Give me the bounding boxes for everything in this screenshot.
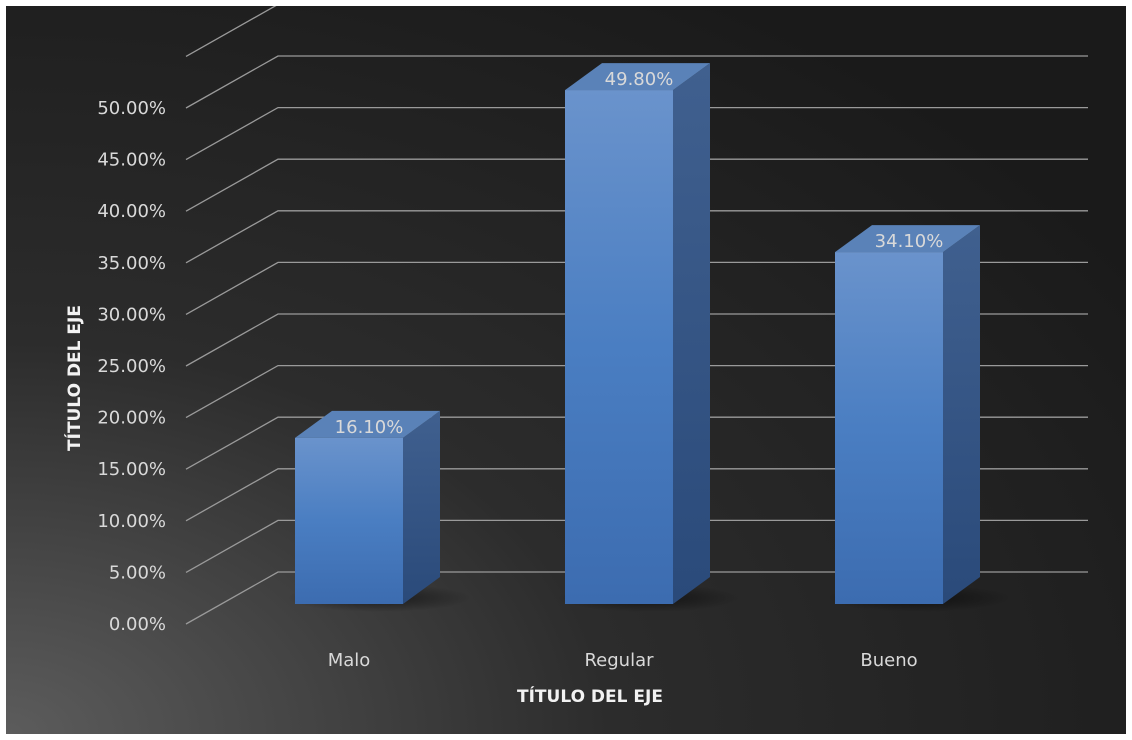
bar-top <box>835 225 980 253</box>
gridline <box>185 261 1088 315</box>
gridline <box>185 6 277 57</box>
bar-front <box>295 437 403 604</box>
y-tick-label: 35.00% <box>97 253 166 274</box>
y-tick-label: 10.00% <box>97 511 166 532</box>
data-label: 34.10% <box>875 231 944 252</box>
y-tick-label: 5.00% <box>109 562 166 583</box>
y-tick-label: 45.00% <box>97 150 166 171</box>
bars: 16.10% 49.80% 34.10% <box>287 63 1011 612</box>
bar-front <box>835 252 943 604</box>
y-tick-label: 25.00% <box>97 356 166 377</box>
y-tick-label: 30.00% <box>97 304 166 325</box>
x-category-label: Bueno <box>860 650 917 671</box>
y-axis-ticks: 0.00% 5.00% 10.00% 15.00% 20.00% 25.00% 30.00%… <box>97 98 166 635</box>
bar-malo: 16.10% <box>287 410 471 612</box>
x-category-label: Malo <box>328 650 371 671</box>
y-tick-label: 0.00% <box>109 614 166 635</box>
y-tick-label: 40.00% <box>97 201 166 222</box>
gridline <box>185 106 1088 161</box>
y-axis-title: TÍTULO DEL EJE <box>63 305 85 451</box>
y-tick-label: 20.00% <box>97 408 166 429</box>
bar-regular: 49.80% <box>557 63 741 612</box>
data-label: 49.80% <box>605 69 674 90</box>
gridline <box>185 468 1088 522</box>
bar-chart: 0.00% 5.00% 10.00% 15.00% 20.00% 25.00% 30.00%… <box>6 6 1126 734</box>
x-category-label: Regular <box>584 650 654 671</box>
gridline <box>185 571 1088 625</box>
bar-side <box>673 63 710 604</box>
gridline <box>185 364 1088 419</box>
gridline <box>185 158 1088 212</box>
bar-side <box>943 225 980 604</box>
bar-bueno: 34.10% <box>827 225 1011 612</box>
gridline <box>185 55 1088 109</box>
gridline <box>185 519 1088 573</box>
chart-frame: 0.00% 5.00% 10.00% 15.00% 20.00% 25.00% 30.00%… <box>6 6 1126 734</box>
bar-side <box>403 410 440 604</box>
y-tick-label: 15.00% <box>97 459 166 480</box>
gridlines <box>185 6 1088 625</box>
bar-top <box>565 63 710 91</box>
gridline <box>185 210 1088 264</box>
x-axis-categories: Malo Regular Bueno <box>328 650 918 671</box>
bar-front <box>565 90 673 604</box>
data-label: 16.10% <box>335 417 404 438</box>
bar-top <box>295 410 440 438</box>
gridline <box>185 416 1088 470</box>
y-tick-label: 50.00% <box>97 98 166 119</box>
gridline <box>185 313 1088 367</box>
x-axis-title: TÍTULO DEL EJE <box>517 685 663 707</box>
